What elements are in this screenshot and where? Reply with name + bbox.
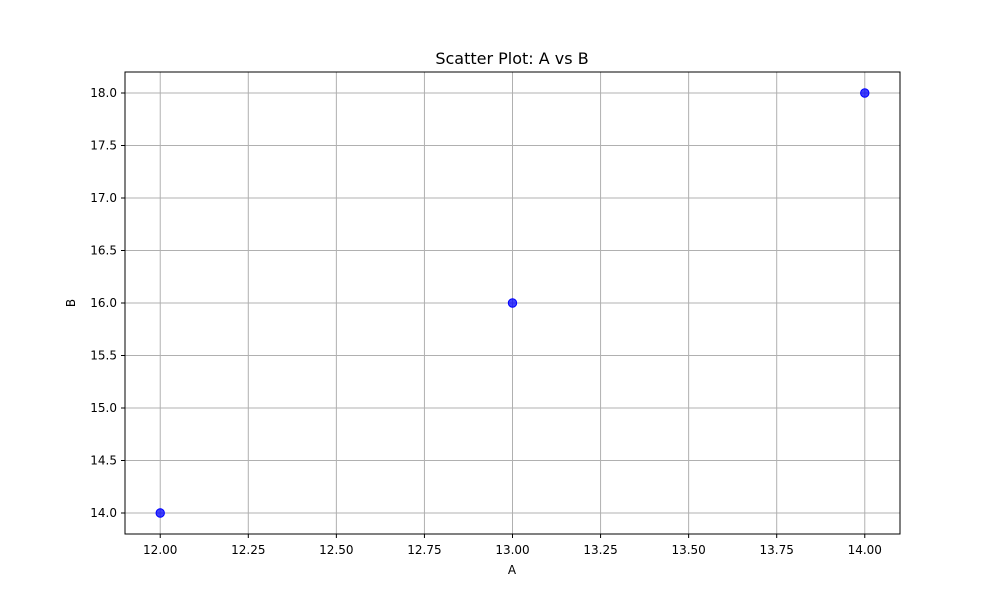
x-tick-label: 13.75 (760, 543, 794, 557)
y-tick-label: 17.5 (90, 139, 117, 153)
y-tick-label: 15.5 (90, 349, 117, 363)
y-axis: 14.0 14.5 15.0 15.5 16.0 16.5 17.0 17.5 18.0 (90, 86, 125, 520)
x-tick-label: 14.00 (848, 543, 882, 557)
y-tick-label: 14.5 (90, 454, 117, 468)
y-axis-label: B (64, 299, 78, 307)
x-tick-label: 12.75 (407, 543, 441, 557)
y-tick-label: 16.0 (90, 296, 117, 310)
x-axis: 12.00 12.25 12.50 12.75 13.00 13.25 13.50 13.75… (143, 534, 882, 557)
y-tick-label: 14.0 (90, 506, 117, 520)
x-tick-label: 13.00 (495, 543, 529, 557)
y-tick-label: 15.0 (90, 401, 117, 415)
x-tick-label: 13.50 (671, 543, 705, 557)
data-point (860, 88, 870, 98)
x-tick-label: 12.50 (319, 543, 353, 557)
x-tick-label: 12.25 (231, 543, 265, 557)
y-tick-label: 16.5 (90, 244, 117, 258)
x-tick-label: 13.25 (583, 543, 617, 557)
y-tick-label: 18.0 (90, 86, 117, 100)
x-tick-label: 12.00 (143, 543, 177, 557)
data-point (507, 298, 518, 308)
chart-title: Scatter Plot: A vs B (435, 49, 588, 68)
y-tick-label: 17.0 (90, 191, 117, 205)
data-points (155, 88, 870, 518)
data-point (155, 508, 165, 518)
x-axis-label: A (508, 563, 517, 577)
